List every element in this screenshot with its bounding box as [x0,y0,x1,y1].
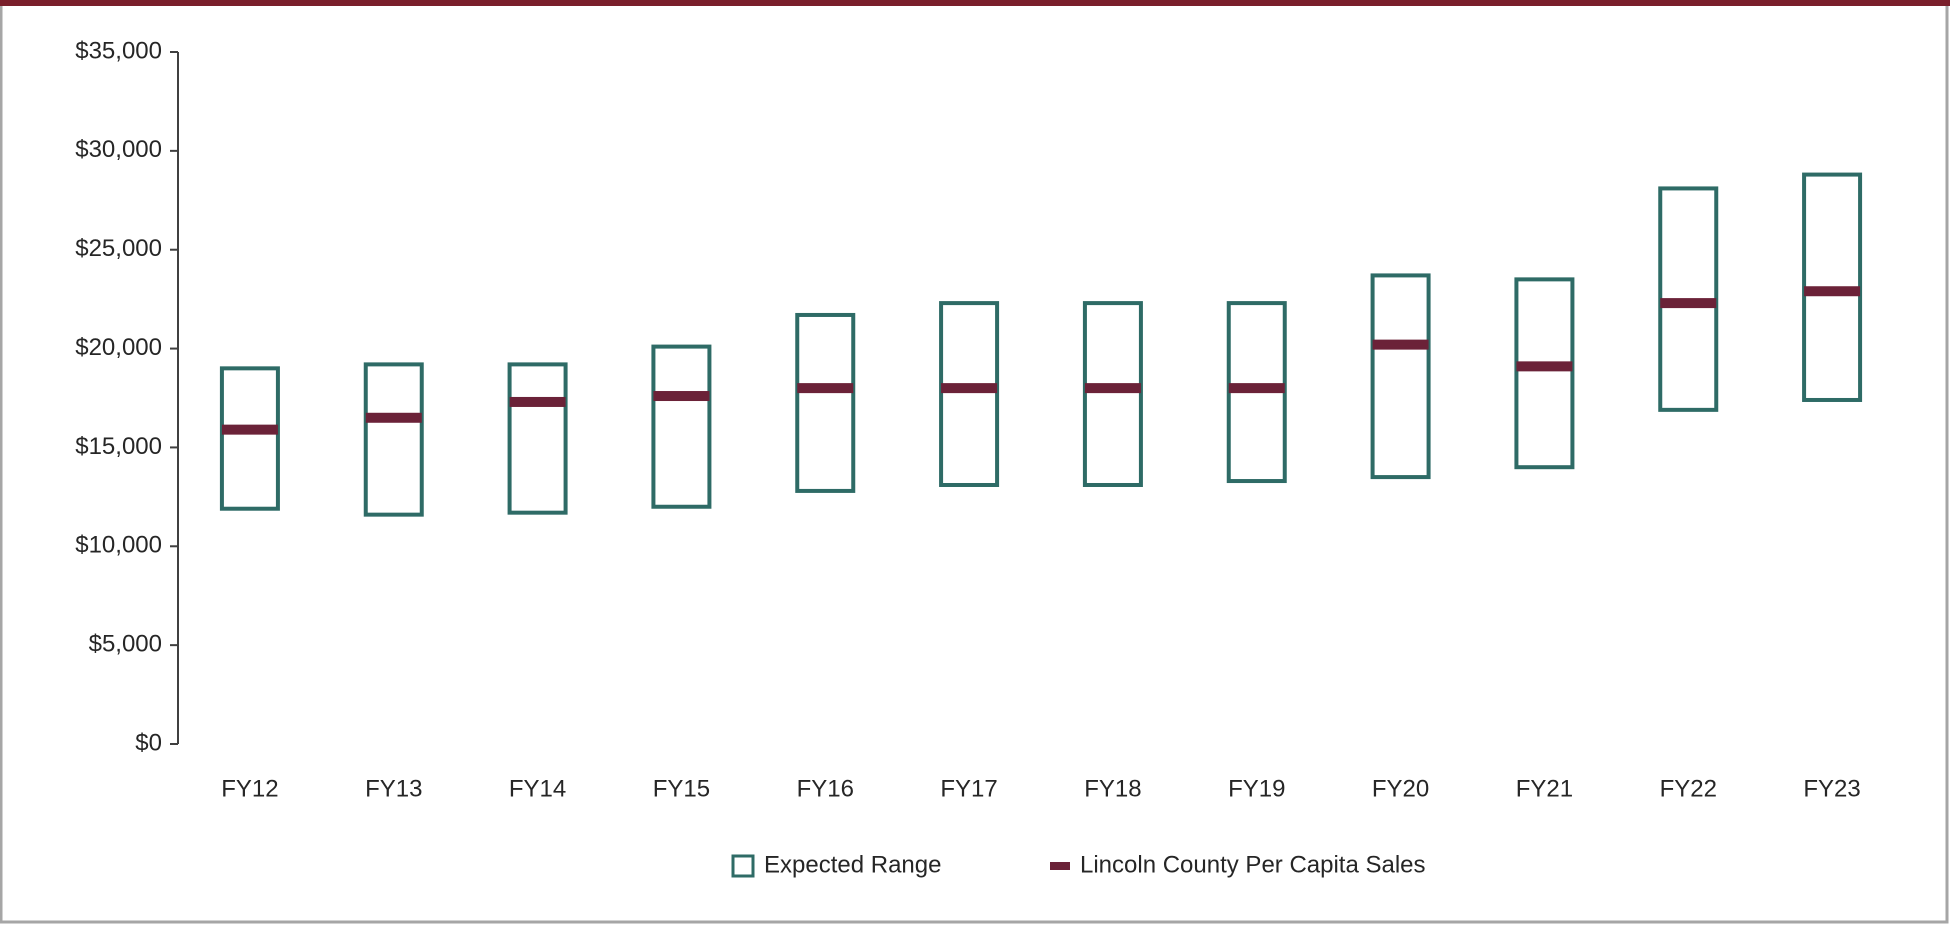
value-marker [1660,298,1717,309]
y-tick-label: $25,000 [75,235,162,262]
value-marker [1228,383,1285,394]
range-box [219,366,280,511]
range-box [651,344,712,509]
legend-label: Expected Range [764,851,941,878]
value-marker [1804,286,1861,297]
range-box [939,301,1000,487]
range-box [1514,277,1575,470]
y-tick-label: $20,000 [75,334,162,361]
legend-swatch [731,854,755,878]
x-tick-label: FY13 [365,775,422,802]
x-tick-label: FY14 [509,775,566,802]
value-marker [221,424,278,435]
x-tick-label: FY18 [1084,775,1141,802]
legend-swatch [1050,862,1070,870]
value-marker [1084,383,1141,394]
range-box [507,362,568,515]
x-tick-label: FY23 [1803,775,1860,802]
range-box [1082,301,1143,487]
value-marker [941,383,998,394]
value-marker [509,396,566,407]
value-marker [653,391,710,402]
y-tick-label: $35,000 [75,37,162,64]
y-tick-label: $5,000 [89,630,162,657]
x-tick-label: FY21 [1516,775,1573,802]
value-marker [1516,361,1573,372]
value-marker [365,412,422,423]
x-tick-label: FY19 [1228,775,1285,802]
x-tick-label: FY20 [1372,775,1429,802]
x-tick-label: FY16 [797,775,854,802]
value-marker [797,383,854,394]
range-box [363,362,424,517]
y-tick-label: $10,000 [75,532,162,559]
y-tick-label: $15,000 [75,433,162,460]
y-tick-label: $30,000 [75,136,162,163]
x-tick-label: FY12 [221,775,278,802]
top-bar [0,0,1950,6]
y-tick-label: $0 [135,729,162,756]
range-box [1370,273,1431,480]
x-tick-label: FY17 [940,775,997,802]
x-tick-label: FY15 [653,775,710,802]
legend-label: Lincoln County Per Capita Sales [1080,851,1426,878]
x-tick-label: FY22 [1660,775,1717,802]
value-marker [1372,339,1429,350]
range-box [795,312,856,493]
